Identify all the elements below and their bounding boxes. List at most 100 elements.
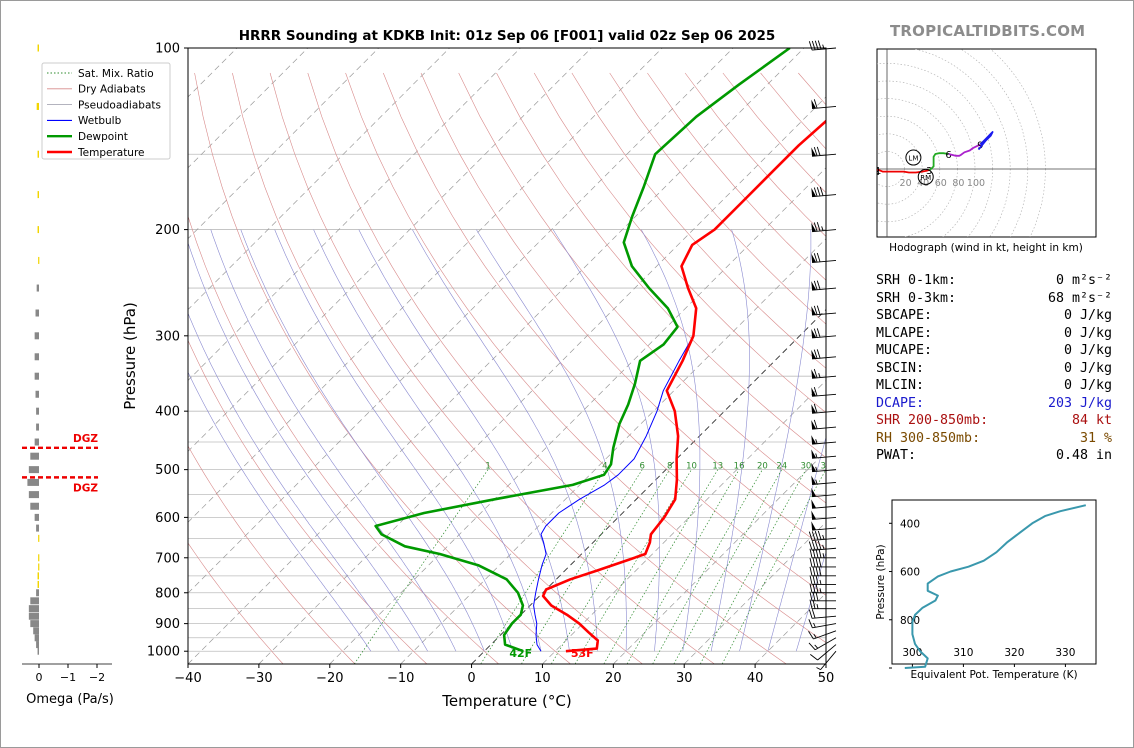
pseudoadiabat [188,371,372,652]
dry-adiabat [458,72,826,504]
theta-e-panel: 300 310 320 330 400 600 800 Equivalent Pot. Te… [875,499,1097,681]
wind-barb [808,637,837,651]
wind-barb [811,435,837,445]
pseudoadiabat [767,436,826,652]
dry-adiabat [307,72,787,664]
wind-barb [811,222,837,233]
y-tick-label: 800 [155,586,180,601]
wind-barb [808,619,837,629]
x-tick-label: 40 [747,671,764,686]
y-tick-label: 600 [155,511,180,526]
surface-dewpoint-label: 42F [509,647,532,660]
dry-adiabat [571,72,826,369]
omega-bar [28,605,39,613]
wind-barb [809,591,836,602]
stat-row: DCAPE: 203 J/kg [876,395,1126,413]
y-tick-label: 500 [155,463,180,478]
pseudoadiabat [313,229,542,652]
pseudoadiabat [641,229,701,652]
stat-row: PWAT: 0.48 in [876,447,1126,465]
pseudoadiabat [476,229,627,652]
wind-barb [811,349,837,360]
omega-bar [30,452,39,460]
theta-e-axes: 300 310 320 330 400 600 800 [889,518,1075,669]
omega-bar [36,423,39,431]
y-tick-label: 1000 [147,645,180,660]
temperature-trace [541,119,826,653]
wind-barb [811,368,837,379]
dry-adiabat [345,72,826,643]
legend-label: Wetbulb [78,115,122,127]
omega-bar [27,478,39,486]
mixing-ratio-label: 8 [667,462,672,472]
omega-bar [37,580,39,588]
dry-adiabat [420,72,826,550]
theta-e-x-tick-label: 330 [1055,647,1075,659]
wind-barb [809,583,836,594]
dry-adiabat [383,72,826,596]
omega-tick-label: −2 [89,671,105,684]
wind-barb [811,462,837,473]
mixing-ratio-label: 16 [734,462,745,472]
omega-bar [34,634,39,642]
hodograph-height-label: 3 [926,166,932,177]
dry-adiabat [188,339,428,664]
theta-e-x-tick-label: 300 [902,647,922,659]
stats-panel: SRH 0-1km: 0 m²s⁻² SRH 0-3km: 68 m²s⁻² SBC… [876,272,1126,465]
theta-e-x-tick-label: 320 [1004,647,1024,659]
stat-label: SRH 0-3km: [876,290,957,306]
stat-label: MUCAPE: [876,343,933,358]
omega-tick-label: −1 [60,671,76,684]
pseudoadiabat [240,229,485,652]
hodograph-ring-label: 60 [935,178,947,189]
hodograph-ring-label: 20 [900,178,912,189]
theta-e-xlabel: Equivalent Pot. Temperature (K) [910,669,1077,681]
hodograph-segment [977,131,994,151]
stat-row: SHR 200-850mb: 84 kt [876,412,1126,430]
pseudoadiabat [739,229,812,652]
wind-barb [811,403,837,414]
x-tick-label: 50 [818,671,835,686]
isotherm-line [683,521,826,664]
dgz-label-bottom: DGZ [73,482,98,494]
stat-label: RH 300-850mb: [876,430,981,446]
omega-bar [35,309,39,317]
stat-row: MUCAPE: 0 J/kg [876,342,1126,360]
omega-bar [38,534,40,542]
wind-barb [808,40,837,51]
wind-barb [809,575,836,585]
isotherm-line [188,48,734,594]
pseudoadiabat [188,312,400,652]
dry-adiabat [188,542,284,664]
omega-bar [30,597,39,605]
dry-adiabat [533,72,826,414]
isotherm-line [258,96,826,664]
omega-bar [36,589,39,597]
pseudoadiabat [210,229,457,652]
x-tick-label: 20 [605,671,622,686]
storm-motion-marker [917,168,934,185]
wind-barb [811,419,837,430]
storm-motion-label: LM [908,155,918,163]
y-tick-label: 300 [155,329,180,344]
mixing-ratio-label: 36 [820,462,831,472]
mixing-ratio-line [550,469,670,664]
storm-motion-marker [905,149,922,166]
omega-panel: DGZ DGZ 0 −1 −2 Omega (Pa/s) [22,44,114,707]
stat-row: SRH 0-3km: 68 m²s⁻² [876,290,1126,308]
pseudoadiabat [358,229,570,652]
stat-value: 31 % [1079,430,1112,446]
dry-adiabat [188,445,356,664]
isotherm-line [613,450,826,664]
wind-barb [811,487,837,498]
hodograph-grid: 20 40 60 80 100 [877,49,1096,237]
stat-value: 0 J/kg [1063,325,1112,341]
omega-bar [38,256,40,264]
omega-bar [37,150,39,158]
wind-barb [811,280,837,291]
mixing-ratio-label: 20 [757,462,768,472]
mixing-ratio-label: 10 [686,462,697,472]
stat-row: RH 300-850mb: 31 % [876,430,1126,448]
stat-value: 0 J/kg [1063,378,1112,393]
pseudoadiabat [412,229,599,652]
